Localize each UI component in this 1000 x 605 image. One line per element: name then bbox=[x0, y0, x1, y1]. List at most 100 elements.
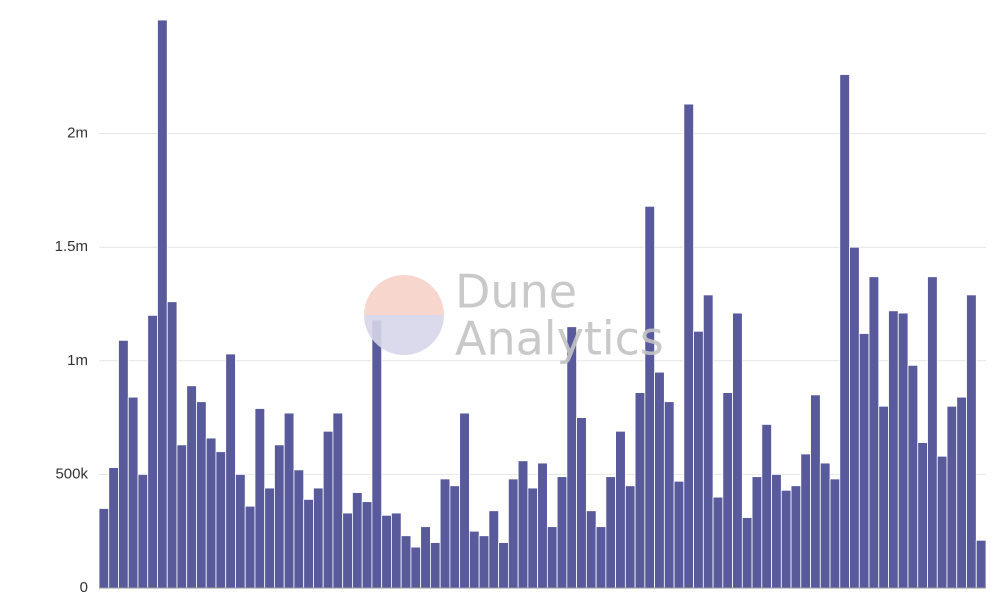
bar bbox=[254, 408, 266, 589]
bar bbox=[147, 314, 158, 589]
bar bbox=[303, 498, 314, 589]
bar bbox=[644, 205, 655, 589]
bar bbox=[878, 405, 889, 589]
bar bbox=[790, 485, 802, 589]
bar bbox=[410, 546, 422, 589]
bar bbox=[391, 512, 402, 589]
bar bbox=[283, 412, 295, 589]
bar bbox=[849, 246, 860, 589]
bar bbox=[449, 485, 461, 589]
y-tick-label: 500k bbox=[55, 465, 88, 482]
bar bbox=[897, 312, 909, 589]
bar bbox=[585, 510, 597, 589]
bar bbox=[293, 469, 305, 589]
watermark-text: Analytics bbox=[455, 312, 664, 366]
bar bbox=[907, 364, 919, 589]
bar bbox=[166, 301, 178, 589]
bar bbox=[927, 276, 938, 589]
bar bbox=[576, 417, 587, 589]
watermark-logo-bottom bbox=[364, 315, 444, 355]
bar bbox=[946, 405, 958, 589]
bar bbox=[751, 476, 763, 589]
bar bbox=[332, 412, 344, 589]
bar bbox=[137, 473, 149, 589]
bar bbox=[810, 394, 821, 589]
bar bbox=[371, 319, 383, 589]
bar bbox=[663, 401, 675, 589]
bar bbox=[244, 505, 256, 589]
bar bbox=[654, 371, 665, 589]
bar bbox=[917, 442, 928, 589]
bar bbox=[546, 526, 558, 589]
bar bbox=[556, 476, 568, 589]
bar bbox=[186, 385, 197, 589]
bar bbox=[381, 514, 392, 589]
bar bbox=[975, 539, 987, 589]
bar bbox=[741, 517, 753, 589]
y-tick-label: 0 bbox=[80, 579, 88, 596]
bar bbox=[615, 430, 626, 589]
bar bbox=[732, 312, 743, 589]
bar bbox=[936, 455, 948, 589]
bar bbox=[478, 535, 490, 589]
bar bbox=[605, 476, 617, 589]
bar bbox=[488, 510, 500, 589]
bar bbox=[264, 487, 275, 589]
bar bbox=[507, 478, 519, 589]
bar bbox=[361, 501, 373, 589]
bar bbox=[722, 392, 733, 589]
bar bbox=[566, 326, 578, 589]
bar bbox=[683, 103, 694, 589]
bar bbox=[771, 473, 782, 589]
bar bbox=[673, 480, 685, 589]
bar bbox=[868, 276, 880, 589]
bar bbox=[839, 74, 850, 589]
plot: 0 500k 1m 1.5m 2m bbox=[55, 19, 987, 596]
bar bbox=[498, 542, 509, 589]
bar bbox=[527, 487, 539, 589]
bar bbox=[693, 330, 704, 589]
bar bbox=[108, 467, 119, 589]
bar bbox=[176, 444, 188, 589]
bar bbox=[468, 530, 480, 589]
bar bbox=[888, 310, 899, 589]
bar bbox=[780, 489, 792, 589]
bar bbox=[537, 462, 548, 589]
bar bbox=[400, 535, 412, 589]
bar bbox=[634, 392, 646, 589]
bar bbox=[712, 496, 724, 589]
bar bbox=[313, 487, 324, 589]
watermark-logo-top bbox=[364, 275, 444, 315]
bar bbox=[702, 294, 714, 589]
bar bbox=[761, 424, 772, 589]
bar bbox=[858, 333, 870, 589]
bar bbox=[517, 460, 529, 589]
bar bbox=[118, 339, 129, 589]
y-tick-label: 1m bbox=[67, 352, 88, 369]
bar bbox=[196, 401, 207, 589]
bar bbox=[215, 451, 227, 589]
bar bbox=[819, 462, 831, 589]
bar bbox=[595, 526, 607, 589]
bar bbox=[966, 294, 977, 589]
bar bbox=[342, 512, 353, 589]
bar bbox=[235, 473, 246, 589]
bar bbox=[829, 478, 841, 589]
bar bbox=[157, 19, 168, 589]
bar bbox=[800, 453, 811, 589]
bar bbox=[439, 478, 451, 589]
bar bbox=[420, 526, 431, 589]
bar bbox=[127, 396, 139, 589]
y-tick-label: 1.5m bbox=[55, 238, 88, 255]
bar bbox=[956, 396, 967, 589]
bar bbox=[459, 412, 470, 589]
bar bbox=[225, 353, 236, 589]
bar bbox=[352, 492, 363, 589]
y-tick-label: 2m bbox=[67, 125, 88, 142]
bar bbox=[205, 437, 217, 589]
watermark: Dune Analytics bbox=[364, 265, 664, 366]
bar bbox=[98, 508, 110, 589]
bar bbox=[624, 485, 636, 589]
bar bbox=[274, 444, 285, 589]
